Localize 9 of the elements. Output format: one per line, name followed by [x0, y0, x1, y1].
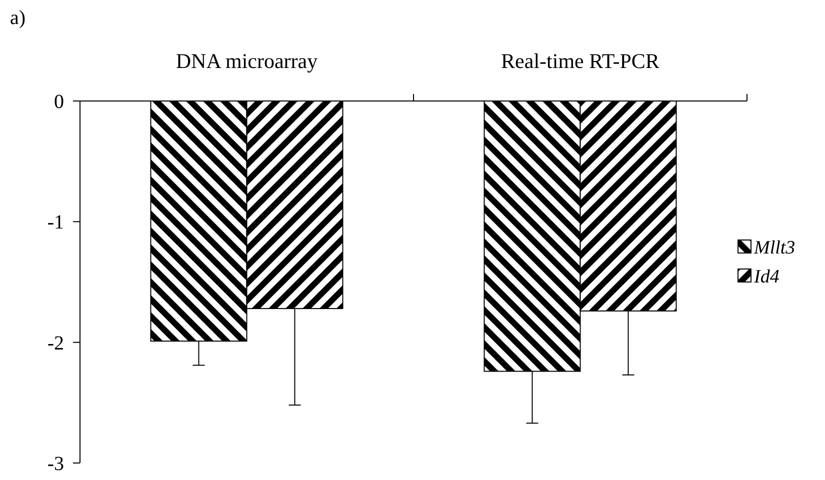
y-tick-label: -2 [47, 332, 64, 354]
y-tick-label: 0 [54, 91, 64, 113]
text: a) [10, 7, 26, 29]
x-tick-label: DNA microarray [176, 49, 318, 73]
y-tick-label: -3 [47, 453, 64, 475]
y-tick-label: -1 [47, 212, 64, 234]
legend-label: Id4 [753, 266, 780, 288]
legend-label: Mllt3 [753, 238, 796, 259]
x-tick-label: Real-time RT-PCR [501, 49, 660, 73]
